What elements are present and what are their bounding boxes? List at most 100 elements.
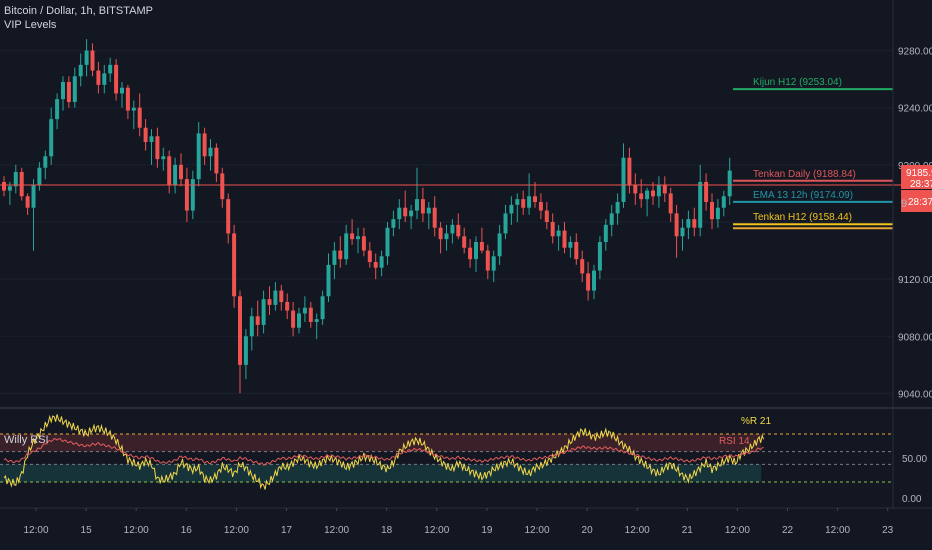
sub-study-legend[interactable]: Willy RSI <box>4 434 49 446</box>
rsi-line <box>3 437 764 466</box>
time-tick-label: 12:00 <box>625 525 650 536</box>
candle-body <box>556 230 561 237</box>
candle-body <box>562 230 567 248</box>
candle-body <box>391 219 396 228</box>
overbought-zone <box>0 434 762 452</box>
candle-body <box>261 299 266 325</box>
candle-body <box>291 310 296 328</box>
time-tick-label: 19 <box>481 525 493 536</box>
price-tick-label: 9280.00 <box>898 47 932 58</box>
candle-body <box>503 213 508 234</box>
candle-body <box>373 262 378 268</box>
candle-body <box>597 242 602 271</box>
partial-price-label: 9 <box>901 198 907 210</box>
candle-body <box>627 157 632 185</box>
candle-body <box>615 202 620 214</box>
candle-body <box>550 222 555 237</box>
candle-body <box>267 299 272 305</box>
candle-body <box>43 156 48 168</box>
study-legend[interactable]: VIP Levels <box>4 19 57 31</box>
time-tick-label: 22 <box>782 525 794 536</box>
candle-body <box>196 133 201 180</box>
candle-body <box>444 233 449 240</box>
osc-lines <box>3 414 765 490</box>
candle-body <box>544 210 549 222</box>
candle-body <box>568 242 573 248</box>
candle-body <box>2 182 6 191</box>
candle-body <box>285 302 290 311</box>
candle-body <box>656 184 661 197</box>
level-label: Tenkan Daily (9188.84) <box>753 169 856 180</box>
candle-body <box>143 127 148 142</box>
price-tick-label: 9240.00 <box>898 104 932 115</box>
candle-body <box>662 184 667 194</box>
candle-body <box>190 179 195 211</box>
time-tick-label: 12:00 <box>23 525 48 536</box>
candle-body <box>538 202 543 211</box>
candle-body <box>367 250 372 262</box>
time-tick-label: 12:00 <box>424 525 449 536</box>
candle-body <box>332 250 337 265</box>
osc-axis[interactable]: 50.00 0.00 <box>902 454 927 505</box>
candle-body <box>96 70 101 85</box>
time-tick-label: 20 <box>582 525 594 536</box>
candle-body <box>521 199 526 208</box>
candle-body <box>397 207 402 220</box>
candle-body <box>415 199 419 211</box>
candle-body <box>114 64 119 94</box>
candle-body <box>350 233 355 240</box>
candle-body <box>338 250 343 260</box>
candle-body <box>645 190 650 200</box>
candle-series <box>0 39 901 394</box>
candle-body <box>450 224 455 234</box>
level-label: EMA 13 12h (9174.09) <box>753 190 853 201</box>
candle-body <box>479 242 484 251</box>
symbol-legend[interactable]: Bitcoin / Dollar, 1h, BITSTAMP <box>4 5 153 17</box>
candle-body <box>727 170 732 197</box>
candle-body <box>25 196 30 208</box>
candle-body <box>621 157 626 202</box>
time-tick-label: 16 <box>181 525 193 536</box>
wr-label: %R 21 <box>741 416 771 427</box>
candle-body <box>468 247 473 260</box>
candle-body <box>462 236 467 248</box>
candle-body <box>527 196 532 208</box>
candle-body <box>249 316 254 337</box>
candle-body <box>674 213 679 237</box>
candle-body <box>509 204 514 214</box>
candle-body <box>297 313 301 328</box>
candle-body <box>698 182 703 228</box>
candle-body <box>420 199 425 214</box>
countdown-badge-text: 28:37 <box>908 197 932 208</box>
time-axis[interactable]: 12:00 15 12:00 16 12:00 17 12:00 18 12:00 19 12:00… <box>23 508 894 536</box>
time-tick-label: 12:00 <box>324 525 349 536</box>
candle-body <box>432 207 437 228</box>
candle-body <box>497 233 502 257</box>
candle-body <box>72 76 77 102</box>
candle-body <box>456 224 461 237</box>
candle-body <box>167 156 172 185</box>
time-tick-label: 15 <box>81 525 93 536</box>
candle-body <box>491 256 496 271</box>
candle-body <box>302 307 307 314</box>
time-tick-label: 12:00 <box>524 525 549 536</box>
candle-body <box>84 50 89 65</box>
current-price-label: 9185.92 <box>906 168 932 179</box>
candle-body <box>179 164 183 180</box>
time-tick-label: 18 <box>381 525 393 536</box>
price-tick-label: 9080.00 <box>898 332 932 343</box>
candle-body <box>214 147 219 174</box>
candle-body <box>208 147 213 157</box>
candle-body <box>356 236 360 240</box>
candle-body <box>704 182 709 202</box>
candle-body <box>592 270 596 291</box>
candle-body <box>19 172 24 197</box>
candle-body <box>438 227 443 240</box>
candle-body <box>37 167 42 185</box>
candle-body <box>31 184 36 208</box>
osc-tick-label: 0.00 <box>902 494 922 505</box>
countdown-badge <box>901 190 932 212</box>
candle-body <box>273 290 278 305</box>
